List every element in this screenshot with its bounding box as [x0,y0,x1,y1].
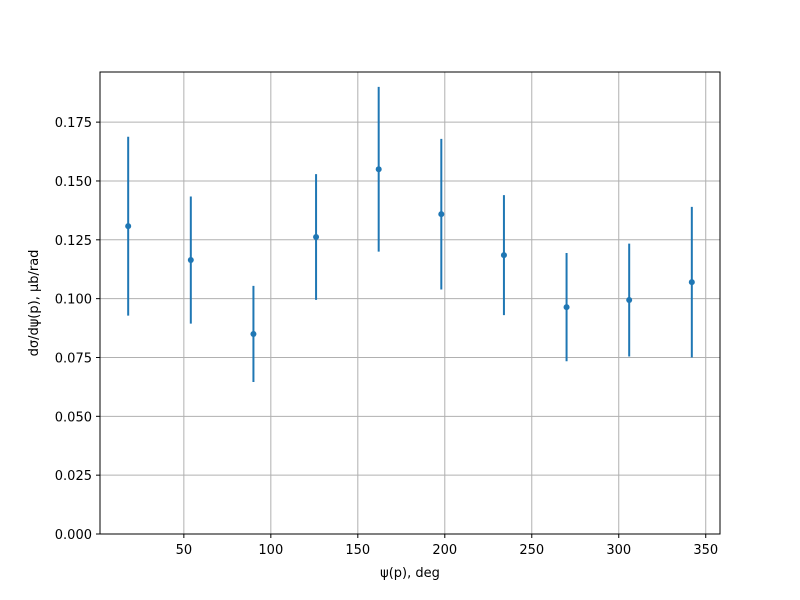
y-tick-label: 0.150 [55,175,92,190]
y-tick-label: 0.000 [55,528,92,543]
y-tick-label: 0.050 [55,410,92,425]
x-tick-label: 50 [176,543,193,558]
y-tick-label: 0.025 [55,469,92,484]
y-tick-label: 0.175 [55,116,92,131]
data-point [563,304,570,311]
x-tick-label: 350 [693,543,718,558]
y-tick-label: 0.075 [55,351,92,366]
x-axis-label: ψ(p), deg [380,566,440,581]
x-tick-label: 150 [345,543,370,558]
data-point [438,211,445,218]
plot-frame [99,71,721,535]
x-tick-label: 250 [519,543,544,558]
data-point [375,166,382,173]
y-axis-label: dσ/dψ(p), μb/rad [27,250,42,357]
x-tick-label: 200 [432,543,457,558]
y-tick-label: 0.100 [55,293,92,308]
data-point [250,330,257,337]
x-tick-label: 100 [258,543,283,558]
data-point [187,257,194,264]
data-point [500,252,507,259]
x-tick-label: 300 [606,543,631,558]
data-point [688,279,695,286]
y-tick-label: 0.125 [55,234,92,249]
data-point [626,297,633,304]
data-point [125,223,132,230]
data-point [313,233,320,240]
